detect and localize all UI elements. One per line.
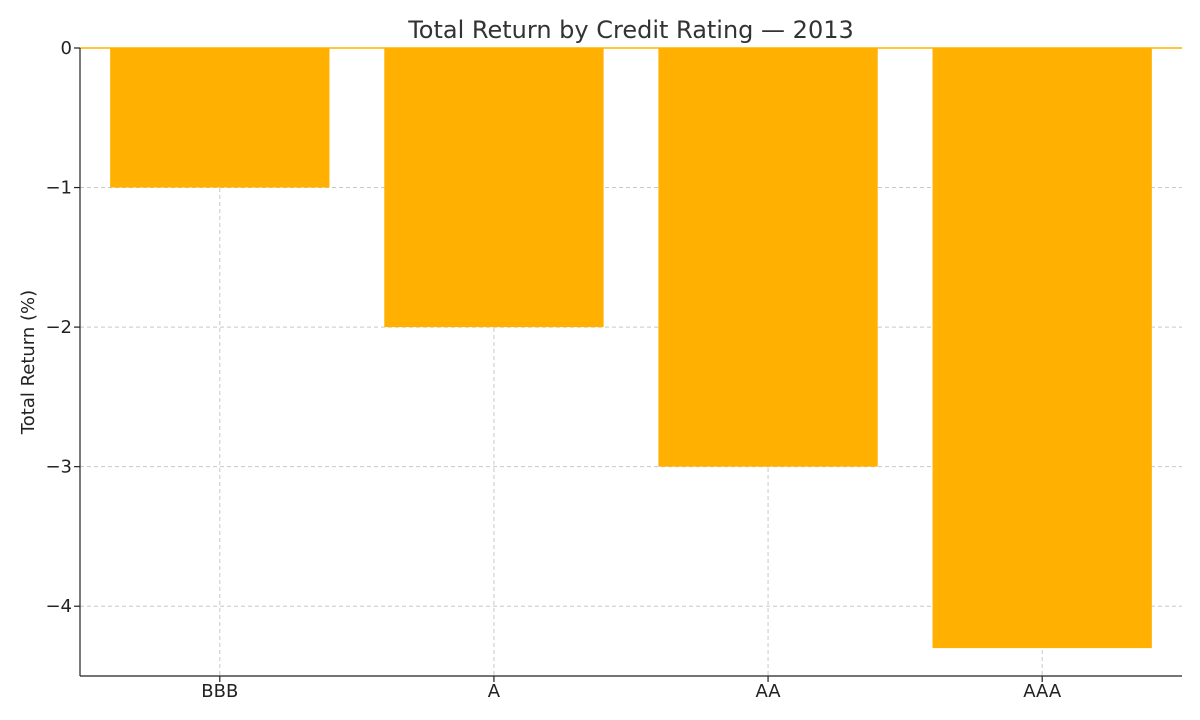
y-tick-label: −1 [45, 178, 72, 199]
x-tick-label: BBB [201, 681, 238, 702]
bar-bbb [110, 48, 330, 188]
x-tick-label: A [488, 681, 501, 702]
y-tick-label: −3 [45, 457, 72, 478]
chart-title: Total Return by Credit Rating — 2013 [407, 16, 854, 44]
y-tick-label: −4 [45, 596, 72, 617]
y-tick-label: −2 [45, 317, 72, 338]
bar-a [384, 48, 604, 328]
axes-layer [79, 48, 1182, 677]
y-axis-label: Total Return (%) [18, 290, 39, 435]
x-tick-label: AAA [1023, 681, 1062, 702]
y-tick-label: 0 [61, 38, 72, 59]
bar-aa [658, 48, 878, 467]
bar-aaa [932, 48, 1152, 649]
bars-layer [110, 48, 1152, 649]
x-tick-label: AA [755, 681, 781, 702]
